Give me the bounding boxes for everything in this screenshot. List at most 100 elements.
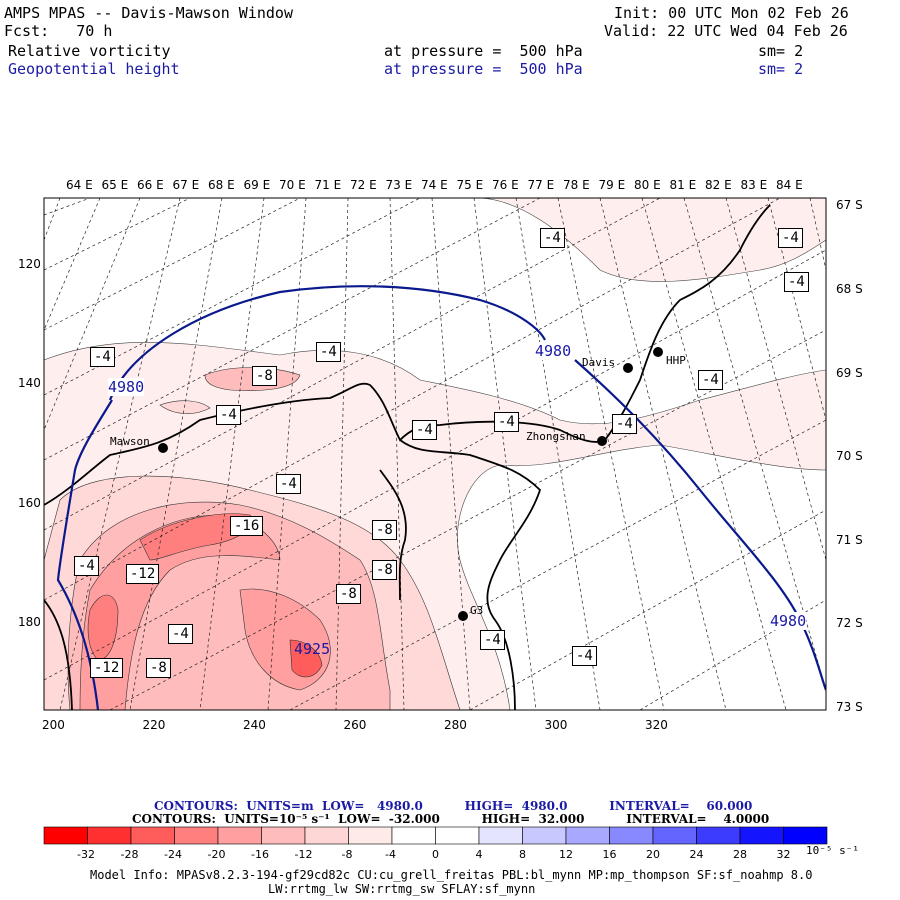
lon-label: 78 E: [563, 178, 590, 192]
forecast-hour: Fcst: 70 h: [4, 22, 113, 40]
lon-label: 76 E: [492, 178, 519, 192]
vorticity-label: -4: [778, 228, 803, 248]
lat-label: 67 S: [836, 198, 863, 212]
map-frame: [43, 197, 827, 711]
lon-label: 64 E: [66, 178, 93, 192]
lon-label: 83 E: [740, 178, 768, 192]
y-tick-label: 180: [18, 615, 41, 629]
colorbar-tick-label: -28: [120, 848, 139, 861]
field2-pressure: at pressure = 500 hPa: [384, 60, 583, 78]
g3-station-dot: [458, 611, 468, 621]
init-time: Init: 00 UTC Mon 02 Feb 26: [614, 4, 849, 22]
lon-label: 81 E: [669, 178, 697, 192]
colorbar-tick-label: 12: [559, 848, 573, 861]
plot-title: AMPS MPAS -- Davis-Mawson Window: [4, 4, 293, 22]
vorticity-label: -16: [230, 516, 264, 536]
model-info: Model Info: MPASv8.2.3-194-gf29cd82c CU:…: [90, 868, 813, 882]
x-tick-label: 300: [544, 718, 568, 732]
contour-info-vorticity: CONTOURS: UNITS=10⁻⁵ s⁻¹ LOW= -32.000 HI…: [132, 812, 770, 826]
mawson-station-dot: [158, 443, 168, 453]
field2-name: Geopotential height: [8, 60, 180, 78]
vorticity-label: -4: [74, 556, 99, 576]
x-tick-label: 320: [645, 718, 668, 732]
colorbar-tick-label: 32: [776, 848, 791, 861]
colorbar-tick-label: -24: [164, 848, 182, 861]
valid-time: Valid: 22 UTC Wed 04 Feb 26: [604, 22, 848, 40]
map-area: [44, 198, 826, 710]
vorticity-label: -4: [572, 646, 597, 666]
field1-name: Relative vorticity: [8, 42, 171, 60]
height-label: 4925: [294, 640, 331, 658]
lon-label: 75 E: [456, 178, 484, 192]
zhongshan-station-dot: [597, 436, 607, 446]
station-label-hhp: HHP: [666, 354, 686, 367]
vorticity-label: -4: [540, 228, 565, 248]
y-tick-label: 120: [18, 257, 41, 271]
x-tick-label: 260: [343, 718, 367, 732]
lat-label: 72 S: [836, 616, 863, 630]
vorticity-label: -4: [412, 420, 437, 440]
vorticity-shading: [44, 198, 826, 710]
vorticity-label: -4: [612, 414, 637, 434]
lon-label: 65 E: [101, 178, 129, 192]
contour-info-height: CONTOURS: UNITS=m LOW= 4980.0 HIGH= 4980…: [154, 799, 753, 813]
vorticity-label: -8: [252, 366, 277, 386]
lon-label: 79 E: [598, 178, 626, 192]
colorbar-tick-label: -8: [341, 848, 353, 861]
vorticity-label: -4: [276, 474, 301, 494]
vorticity-label: -8: [372, 560, 397, 580]
vorticity-label: -4: [698, 370, 723, 390]
lat-label: 71 S: [836, 533, 863, 547]
lon-label: 84 E: [776, 178, 803, 192]
vorticity-label: -4: [480, 630, 505, 650]
colorbar-tick-label: -12: [294, 848, 313, 861]
lon-label: 70 E: [279, 178, 306, 192]
height-label: 4980: [108, 378, 145, 396]
colorbar-tick-label: 0: [432, 848, 439, 861]
x-tick-label: 220: [142, 718, 166, 732]
lon-label: 82 E: [705, 178, 732, 192]
colorbar-tick-label: -16: [251, 848, 269, 861]
lon-label: 80 E: [634, 178, 661, 192]
station-label-mawson: Mawson: [110, 435, 150, 448]
vorticity-label: -4: [784, 272, 809, 292]
lon-label: 66 E: [137, 178, 164, 192]
x-tick-label: 200: [42, 718, 65, 732]
y-tick-label: 140: [18, 376, 41, 390]
vorticity-label: -4: [216, 405, 241, 425]
lon-label: 73 E: [385, 178, 413, 192]
colorbar-tick-label: 28: [733, 848, 747, 861]
station-label-davis: Davis: [582, 356, 616, 369]
lat-label: 73 S: [836, 700, 863, 714]
colorbar-units: 10⁻⁵ s⁻¹: [806, 844, 859, 857]
y-tick-label: 160: [18, 496, 41, 510]
lat-label: 70 S: [836, 449, 863, 463]
vorticity-label: -4: [168, 624, 193, 644]
field2-smoothing: sm= 2: [758, 60, 804, 78]
colorbar-tick-label: -20: [207, 848, 226, 861]
vorticity-label: -12: [90, 658, 124, 678]
station-label-zhongshan: Zhongshan: [526, 430, 586, 443]
station-markers: [158, 347, 663, 621]
lon-label: 69 E: [243, 178, 271, 192]
lon-label: 68 E: [208, 178, 235, 192]
lon-label: 74 E: [421, 178, 448, 192]
colorbar-tick-label: 8: [519, 848, 526, 861]
lon-label: 71 E: [314, 178, 342, 192]
vorticity-label: -4: [494, 412, 519, 432]
model-info-physics: LW:rrtmg_lw SW:rrtmg_sw SFLAY:sf_mynn: [268, 882, 536, 896]
lon-label: 72 E: [350, 178, 377, 192]
davis-station-dot: [623, 363, 633, 373]
station-label-g3: G3: [470, 604, 484, 617]
vorticity-label: -8: [146, 658, 171, 678]
x-tick-label: 280: [444, 718, 467, 732]
field1-smoothing: sm= 2: [758, 42, 804, 60]
height-label: 4980: [770, 612, 807, 630]
colorbar-tick-label: -4: [385, 848, 396, 861]
geopotential-contours: [56, 285, 826, 710]
x-tick-label: 240: [243, 718, 266, 732]
lon-label: 77 E: [527, 178, 555, 192]
lat-label: 68 S: [836, 282, 863, 296]
colorbar-tick-label: 24: [689, 848, 704, 861]
